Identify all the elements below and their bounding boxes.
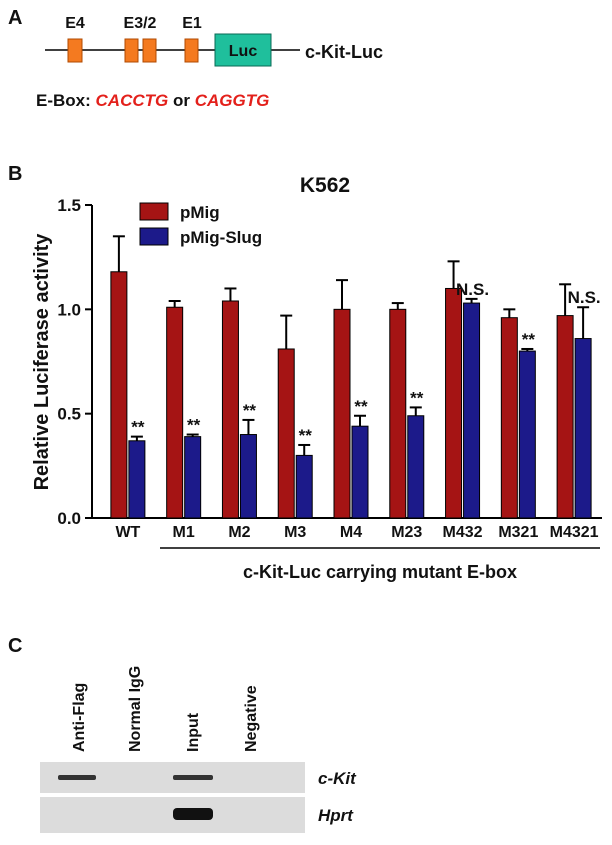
panel-label: B <box>8 163 22 185</box>
significance-label: ** <box>187 416 201 435</box>
bar <box>333 308 351 519</box>
bar <box>128 440 146 519</box>
lane-label: Input <box>185 712 202 752</box>
bar <box>500 317 518 519</box>
bar <box>295 454 313 519</box>
luc-label: Luc <box>229 43 258 60</box>
ebox-label: E-Box: <box>36 91 91 110</box>
lane-label: Negative <box>243 685 260 752</box>
legend-label: pMig-Slug <box>180 228 262 247</box>
gel-band <box>173 775 213 780</box>
y-axis-label: Relative Luciferase activity <box>31 233 53 491</box>
bar <box>221 300 239 519</box>
plot: 0.0 0.5 1.0 1.5 pMig pMig-Slug WT ** M1 ** M2 ** M3 *… <box>57 196 602 541</box>
construct-label: c-Kit-Luc <box>305 42 383 62</box>
gene-label: c-Kit <box>318 769 357 788</box>
x-tick-label: M4 <box>340 524 362 541</box>
luc-box <box>214 33 272 67</box>
bar <box>239 434 257 519</box>
ebox-or: or <box>173 91 190 110</box>
significance-label: ** <box>131 418 145 437</box>
panel-label: C <box>8 635 22 657</box>
bar <box>110 271 128 519</box>
ebox-text: E-Box: CACCTG or CAGGTG <box>36 91 269 110</box>
x-tick-label: M3 <box>284 524 306 541</box>
ebox-seq: CAGGTG <box>195 91 270 110</box>
gel-band <box>58 775 96 780</box>
bar <box>518 350 536 519</box>
significance-label: N.S. <box>456 280 489 299</box>
x-axis-label: c-Kit-Luc carrying mutant E-box <box>243 562 517 582</box>
x-tick-label: WT <box>115 524 140 541</box>
gel-band <box>173 808 213 820</box>
ebox-seq: CACCTG <box>96 91 169 110</box>
exon-box <box>124 38 139 63</box>
significance-label: ** <box>299 426 313 445</box>
x-tick-label: M2 <box>228 524 250 541</box>
y-tick-label: 1.5 <box>57 196 81 215</box>
x-tick-label: M432 <box>443 524 483 541</box>
legend-swatch <box>139 202 169 221</box>
exon-label: E3/2 <box>124 15 157 32</box>
significance-label: N.S. <box>568 288 601 307</box>
legend-label: pMig <box>180 203 220 222</box>
x-tick-label: M23 <box>391 524 422 541</box>
bar <box>445 287 463 519</box>
bar <box>389 308 407 519</box>
chart-title: K562 <box>300 174 350 197</box>
legend-swatch <box>139 227 169 246</box>
bar <box>407 415 425 519</box>
exon-label: E1 <box>182 15 202 32</box>
exon-label: E4 <box>65 15 85 32</box>
bar <box>556 315 574 519</box>
bar <box>351 425 369 519</box>
significance-label: ** <box>354 397 368 416</box>
gel-strip <box>40 797 305 833</box>
y-tick-label: 1.0 <box>57 300 81 319</box>
exon-box <box>142 38 157 63</box>
bar <box>574 338 592 519</box>
exon-box <box>67 38 83 63</box>
lane-label: Normal IgG <box>127 666 144 752</box>
bar <box>184 436 202 519</box>
bar <box>277 348 295 519</box>
x-tick-label: M1 <box>173 524 195 541</box>
y-tick-label: 0.0 <box>57 509 81 528</box>
panel-label: A <box>8 7 22 29</box>
significance-label: ** <box>410 388 424 407</box>
bar <box>463 302 481 519</box>
gene-label: Hprt <box>318 806 354 825</box>
bar <box>166 306 184 519</box>
x-tick-label: M321 <box>498 524 538 541</box>
x-tick-label: M4321 <box>550 524 599 541</box>
y-tick-label: 0.5 <box>57 405 81 424</box>
lane-label: Anti-Flag <box>71 683 88 752</box>
significance-label: ** <box>522 330 536 349</box>
exon-box <box>184 38 199 63</box>
significance-label: ** <box>243 401 257 420</box>
